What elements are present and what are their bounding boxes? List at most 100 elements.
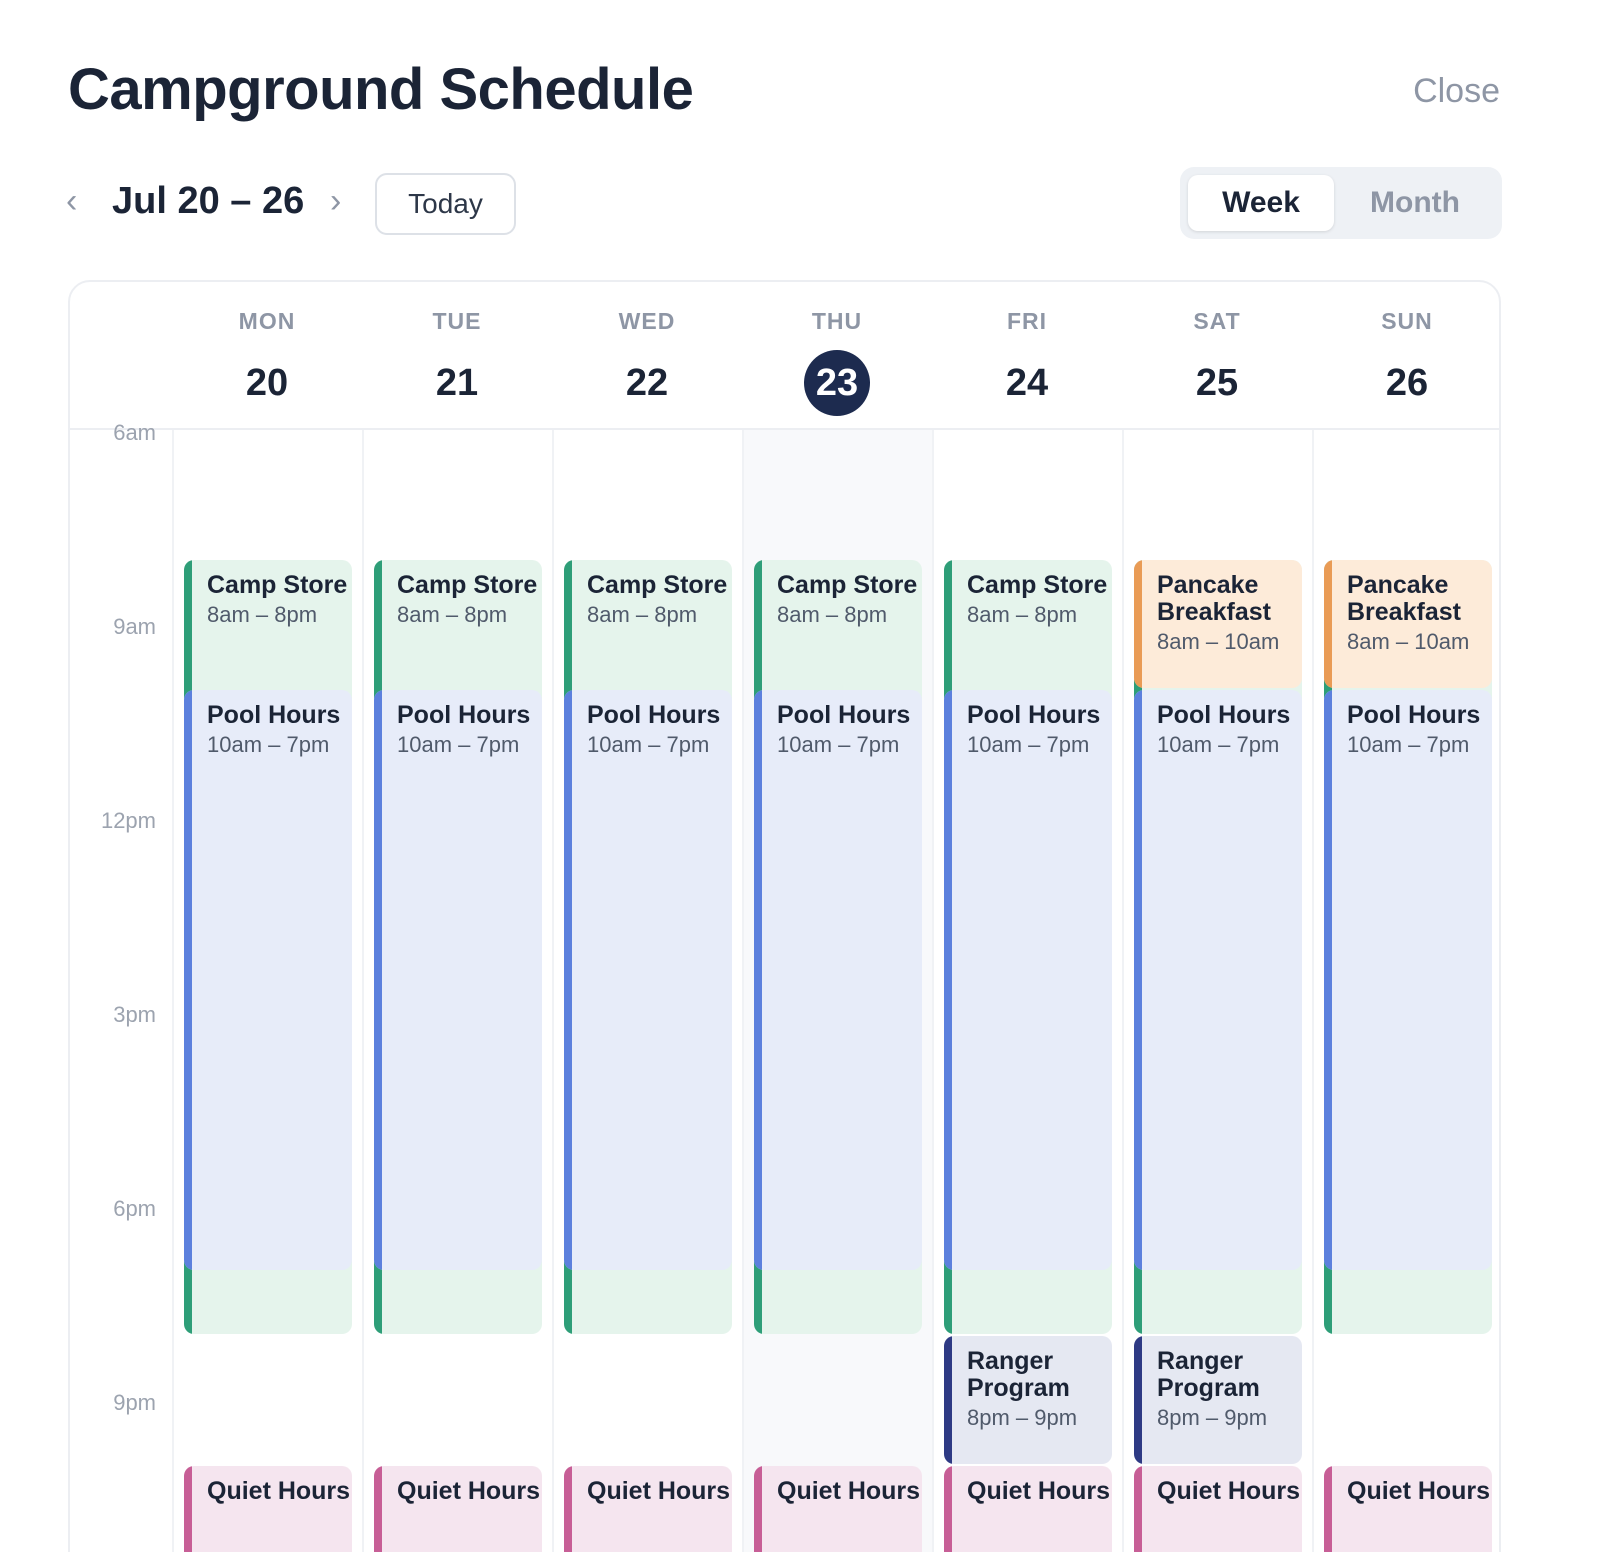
date-number: 25	[1195, 362, 1239, 404]
event-quiet-hours[interactable]: Quiet Hours	[754, 1465, 922, 1552]
event-pancake-breakfast[interactable]: Pancake Breakfast 8am – 10am	[1134, 560, 1302, 688]
day-of-week-label: TUE	[432, 308, 482, 334]
view-toggle: Week Month	[1180, 167, 1502, 239]
date-number: 22	[625, 362, 669, 404]
day-of-week-label: SAT	[1193, 308, 1241, 334]
event-title: Camp Store	[777, 571, 918, 600]
day-column-wed[interactable]	[552, 430, 742, 1552]
event-title: Pool Hours	[1347, 700, 1481, 729]
day-column-fri[interactable]	[932, 430, 1122, 1552]
date-range-label: Jul 20 – 26	[112, 180, 305, 222]
date-number: 24	[1005, 362, 1049, 404]
event-ranger-program[interactable]: Ranger Program 8pm – 9pm	[944, 1336, 1112, 1464]
day-of-week-label: WED	[618, 308, 676, 334]
event-time: 8am – 8pm	[777, 602, 888, 628]
event-title: Ranger Program	[967, 1347, 1070, 1403]
calendar-header: MON 20 TUE 21 WED 22 THU 23 FRI 24 SAT 25 SUN 26	[70, 282, 1499, 430]
event-title: Quiet Hours	[777, 1476, 921, 1505]
close-button[interactable]: Close	[1413, 72, 1500, 110]
event-title: Quiet Hours	[1157, 1476, 1301, 1505]
event-title: Ranger Program	[1157, 1347, 1260, 1403]
event-title: Pool Hours	[397, 700, 531, 729]
event-title: Pool Hours	[967, 700, 1101, 729]
event-time: 8am – 10am	[1347, 629, 1470, 655]
event-title: Camp Store	[967, 571, 1108, 600]
event-time: 10am – 7pm	[1347, 731, 1470, 757]
event-time: 10am – 7pm	[207, 731, 330, 757]
event-quiet-hours[interactable]: Quiet Hours	[374, 1465, 542, 1552]
date-number: 20	[245, 362, 289, 404]
chevron-right-icon[interactable]: ›	[330, 182, 342, 220]
event-pancake-breakfast[interactable]: Pancake Breakfast 8am – 10am	[1324, 560, 1492, 688]
event-time: 10am – 7pm	[777, 731, 900, 757]
event-pool-hours[interactable]: Pool Hours 10am – 7pm	[1134, 689, 1302, 1270]
calendar: MON 20 TUE 21 WED 22 THU 23 FRI 24 SAT 25 SUN 26 6am 9…	[68, 280, 1501, 1552]
event-time: 10am – 7pm	[1157, 731, 1280, 757]
event-ranger-program[interactable]: Ranger Program 8pm – 9pm	[1134, 1336, 1302, 1464]
event-title: Pool Hours	[777, 700, 911, 729]
event-quiet-hours[interactable]: Quiet Hours	[944, 1465, 1112, 1552]
day-header-sun[interactable]: SUN 26	[1312, 282, 1499, 428]
event-title: Camp Store	[587, 571, 728, 600]
event-title: Camp Store	[397, 571, 538, 600]
event-title: Quiet Hours	[1347, 1476, 1491, 1505]
day-header-tue[interactable]: TUE 21	[362, 282, 552, 428]
event-title: Quiet Hours	[397, 1476, 541, 1505]
event-pool-hours[interactable]: Pool Hours 10am – 7pm	[944, 689, 1112, 1270]
day-of-week-label: FRI	[1006, 308, 1048, 334]
day-of-week-label: THU	[811, 308, 863, 334]
event-time: 8am – 8pm	[397, 602, 508, 628]
event-title: Pancake Breakfast	[1347, 571, 1461, 627]
event-quiet-hours[interactable]: Quiet Hours	[564, 1465, 732, 1552]
event-quiet-hours[interactable]: Quiet Hours	[184, 1465, 352, 1552]
today-date-badge: 23	[804, 350, 870, 416]
time-label: 9am	[113, 614, 156, 639]
month-view-button[interactable]: Month	[1370, 186, 1460, 219]
day-of-week-label: SUN	[1381, 308, 1433, 334]
event-time: 8am – 8pm	[207, 602, 318, 628]
chevron-left-icon[interactable]: ‹	[66, 182, 78, 220]
day-header-thu[interactable]: THU 23	[742, 282, 932, 428]
today-button[interactable]: Today	[375, 173, 516, 235]
event-pool-hours[interactable]: Pool Hours 10am – 7pm	[374, 689, 542, 1270]
day-of-week-label: MON	[238, 308, 296, 334]
day-header-fri[interactable]: FRI 24	[932, 282, 1122, 428]
event-time: 10am – 7pm	[967, 731, 1090, 757]
event-time: 10am – 7pm	[587, 731, 710, 757]
date-number: 26	[1385, 362, 1429, 404]
event-title: Pool Hours	[207, 700, 341, 729]
time-label: 3pm	[113, 1002, 156, 1028]
day-column-sat[interactable]	[1122, 430, 1312, 1552]
event-time: 8pm – 9pm	[967, 1405, 1078, 1431]
event-pool-hours[interactable]: Pool Hours 10am – 7pm	[1324, 689, 1492, 1270]
week-view-button[interactable]: Week	[1188, 175, 1334, 231]
event-pool-hours[interactable]: Pool Hours 10am – 7pm	[754, 689, 922, 1270]
day-header-wed[interactable]: WED 22	[552, 282, 742, 428]
day-column-mon[interactable]	[172, 430, 362, 1552]
day-header-sat[interactable]: SAT 25	[1122, 282, 1312, 428]
event-time: 8am – 8pm	[587, 602, 698, 628]
time-label: 12pm	[100, 808, 156, 834]
event-pool-hours[interactable]: Pool Hours 10am – 7pm	[184, 689, 352, 1270]
event-title: Quiet Hours	[587, 1476, 731, 1505]
event-title: Pool Hours	[1157, 700, 1291, 729]
calendar-grid: 6am 9am 12pm 3pm 6pm 9pm Camp Store 8am – 8pm Po…	[70, 420, 1499, 1552]
time-label: 9pm	[113, 1390, 156, 1416]
date-number: 21	[435, 362, 479, 404]
day-column-tue[interactable]	[362, 430, 552, 1552]
time-label: 6pm	[113, 1196, 156, 1222]
event-pool-hours[interactable]: Pool Hours 10am – 7pm	[564, 689, 732, 1270]
event-time: 8am – 10am	[1157, 629, 1280, 655]
day-column-sun[interactable]	[1312, 430, 1499, 1552]
event-quiet-hours[interactable]: Quiet Hours	[1324, 1465, 1492, 1552]
event-title: Quiet Hours	[207, 1476, 351, 1505]
event-title: Quiet Hours	[967, 1476, 1111, 1505]
event-time: 10am – 7pm	[397, 731, 520, 757]
event-time: 8pm – 9pm	[1157, 1405, 1268, 1431]
event-title: Camp Store	[207, 571, 348, 600]
event-time: 8am – 8pm	[967, 602, 1078, 628]
event-title: Pool Hours	[587, 700, 721, 729]
time-label: 6am	[113, 420, 156, 445]
day-header-mon[interactable]: MON 20	[172, 282, 362, 428]
event-quiet-hours[interactable]: Quiet Hours	[1134, 1465, 1302, 1552]
